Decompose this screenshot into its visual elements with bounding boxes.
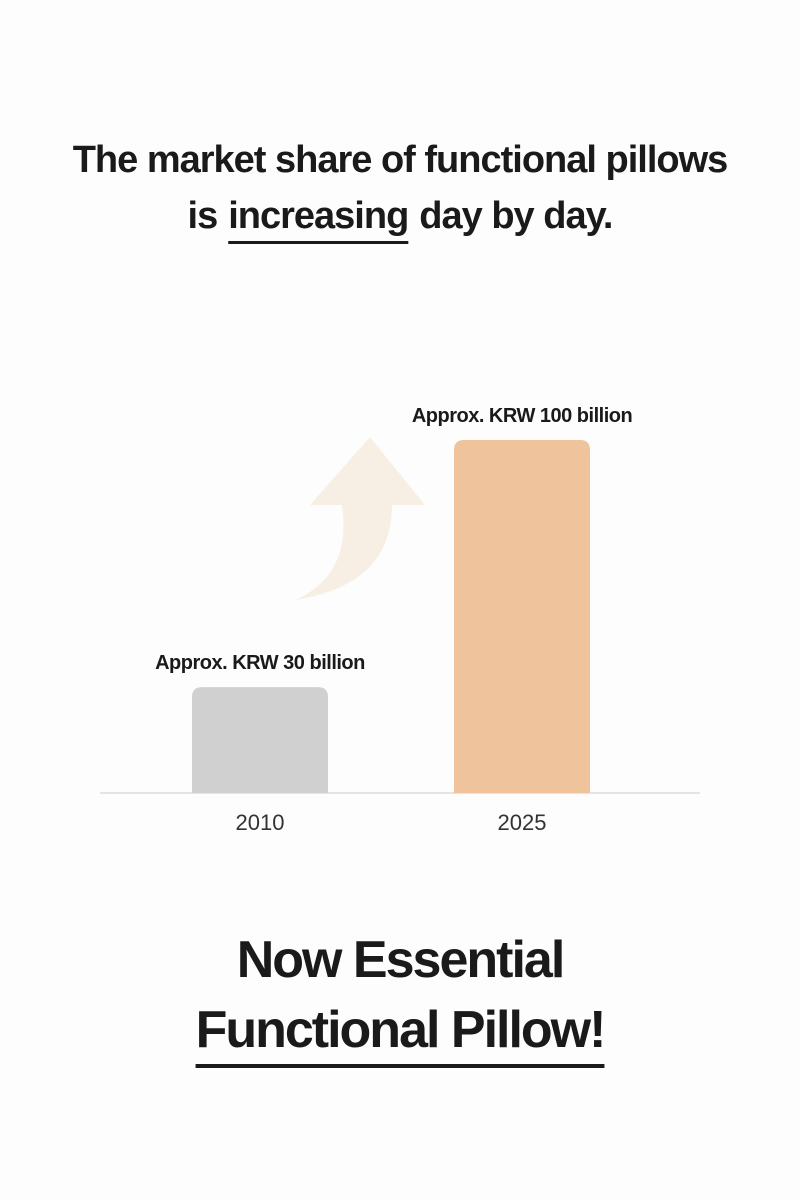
x-tick-label: 2025: [498, 810, 547, 835]
footer-line: Functional Pillow!: [196, 1001, 605, 1059]
footer-underline: [195, 1064, 605, 1068]
emphasis-underline: [228, 241, 409, 244]
x-tick-label: 2010: [236, 810, 285, 835]
value-label: Approx. KRW 100 billion: [412, 405, 632, 427]
footer-line: Now Essential: [237, 931, 564, 989]
bar: [454, 440, 590, 793]
growth-arrow: [295, 437, 425, 600]
title-line-part: increasing: [228, 195, 408, 237]
title-line-part: is: [188, 195, 218, 237]
bar: [192, 687, 328, 793]
value-label: Approx. KRW 30 billion: [155, 652, 365, 674]
title-line: The market share of functional pillows: [73, 139, 728, 181]
title-line-part: day by day.: [419, 195, 612, 237]
